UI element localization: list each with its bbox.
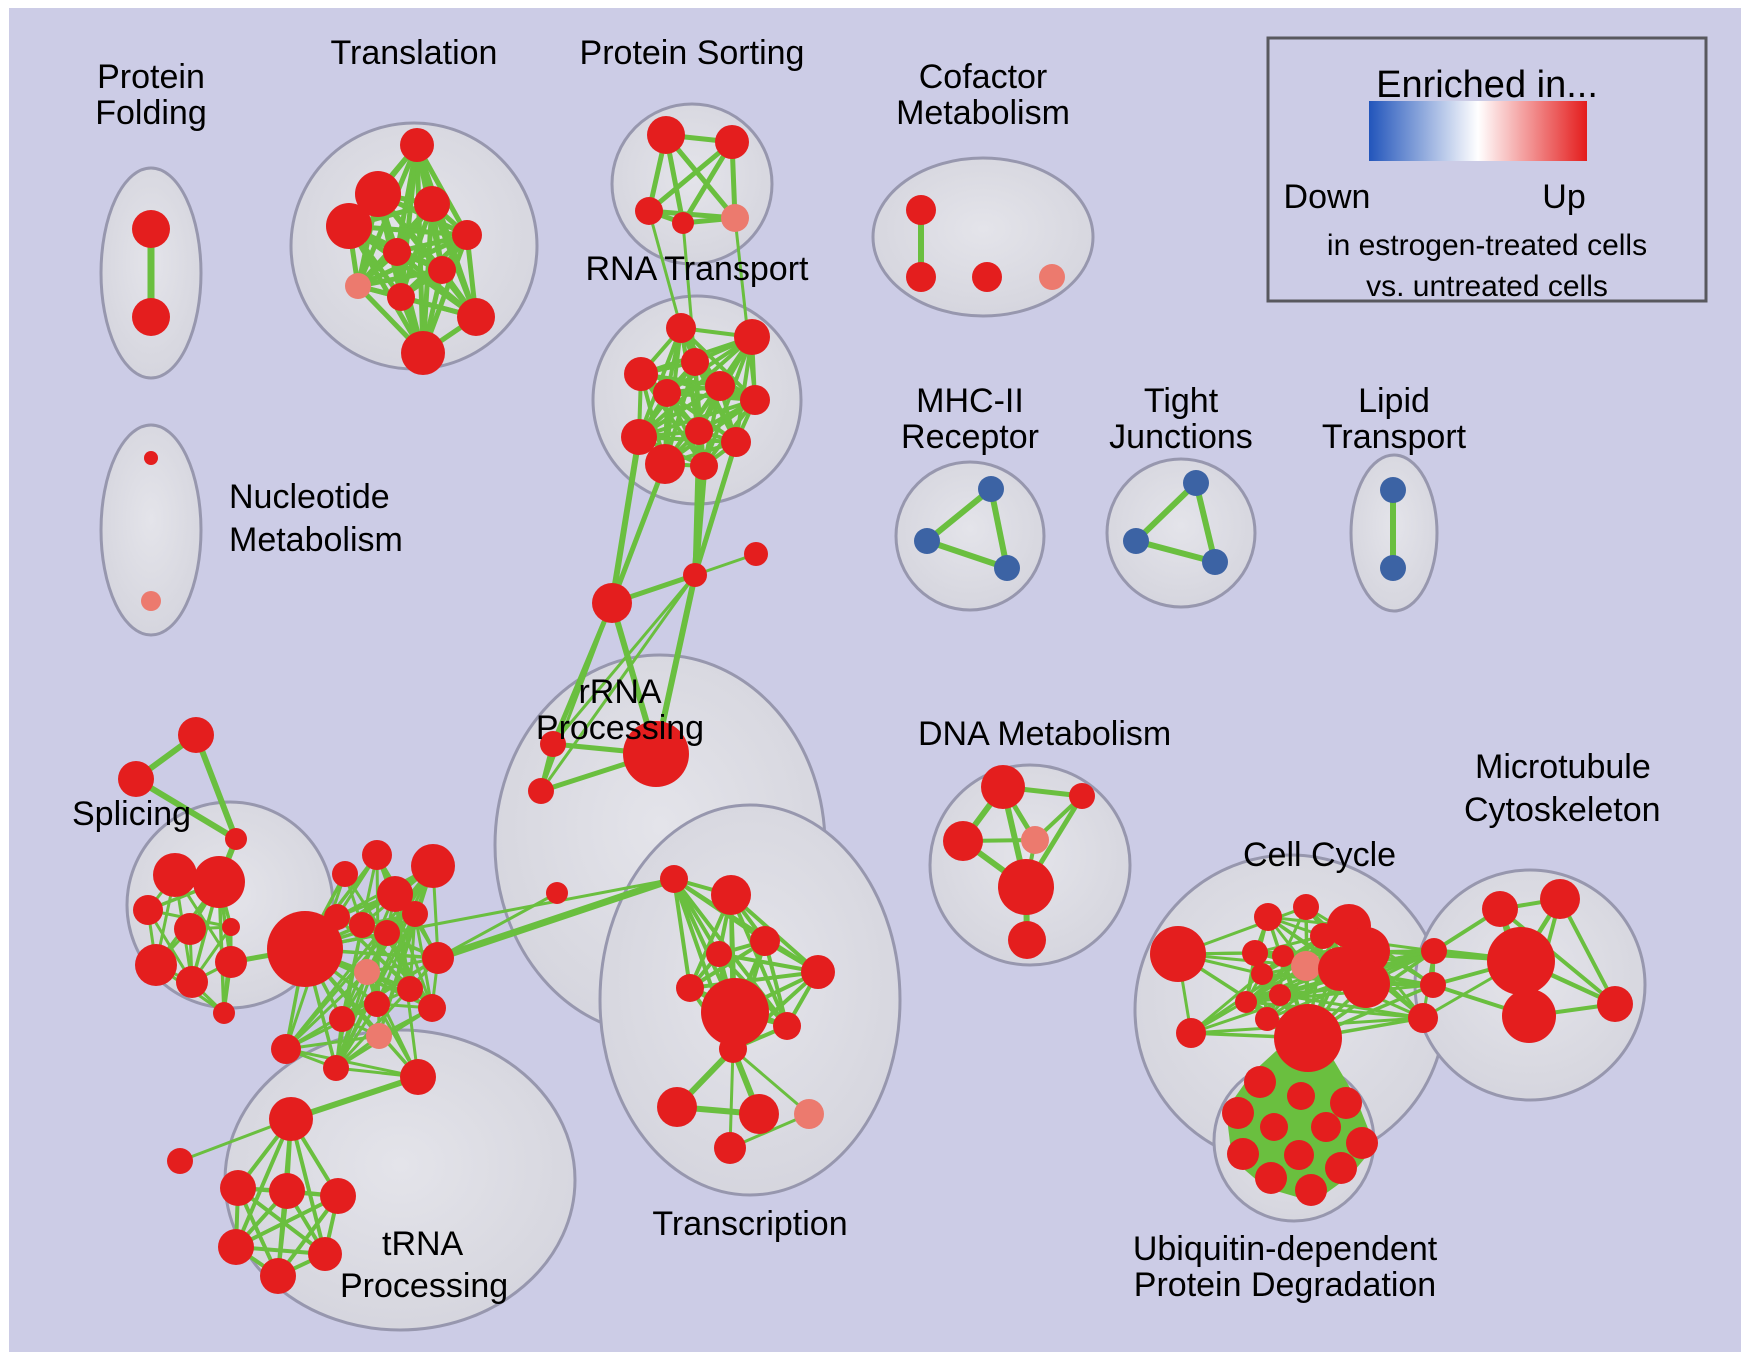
- svg-text:Tight: Tight: [1144, 382, 1219, 420]
- svg-text:Down: Down: [1284, 178, 1371, 216]
- svg-text:Metabolism: Metabolism: [896, 94, 1070, 132]
- svg-text:Junctions: Junctions: [1109, 418, 1253, 456]
- svg-text:Up: Up: [1542, 178, 1585, 216]
- svg-text:Lipid: Lipid: [1358, 382, 1430, 420]
- svg-text:Processing: Processing: [536, 709, 704, 747]
- svg-text:rRNA: rRNA: [578, 673, 661, 711]
- svg-text:Splicing: Splicing: [72, 795, 191, 833]
- svg-text:tRNA: tRNA: [382, 1225, 464, 1263]
- svg-text:Ubiquitin-dependent: Ubiquitin-dependent: [1133, 1230, 1438, 1268]
- svg-text:Enriched in...: Enriched in...: [1376, 64, 1598, 106]
- svg-text:vs. untreated cells: vs. untreated cells: [1366, 270, 1608, 303]
- svg-text:Folding: Folding: [95, 94, 207, 132]
- svg-text:Cofactor: Cofactor: [919, 58, 1048, 96]
- svg-text:Transcription: Transcription: [652, 1205, 847, 1243]
- svg-text:Metabolism: Metabolism: [229, 521, 403, 559]
- svg-text:Protein Degradation: Protein Degradation: [1134, 1266, 1436, 1304]
- svg-text:Cell Cycle: Cell Cycle: [1243, 836, 1396, 874]
- svg-text:Protein: Protein: [97, 58, 205, 96]
- svg-text:MHC-II: MHC-II: [916, 382, 1024, 420]
- svg-text:in estrogen-treated cells: in estrogen-treated cells: [1327, 229, 1647, 262]
- svg-text:Receptor: Receptor: [901, 418, 1039, 456]
- svg-text:DNA Metabolism: DNA Metabolism: [918, 715, 1171, 753]
- svg-text:Translation: Translation: [331, 34, 498, 72]
- svg-text:Nucleotide: Nucleotide: [229, 478, 390, 516]
- svg-text:Microtubule: Microtubule: [1475, 748, 1651, 786]
- svg-text:RNA Transport: RNA Transport: [586, 250, 810, 288]
- svg-text:Processing: Processing: [340, 1267, 508, 1305]
- svg-text:Transport: Transport: [1322, 418, 1467, 456]
- svg-text:Cytoskeleton: Cytoskeleton: [1464, 791, 1661, 829]
- svg-text:Protein Sorting: Protein Sorting: [580, 34, 805, 72]
